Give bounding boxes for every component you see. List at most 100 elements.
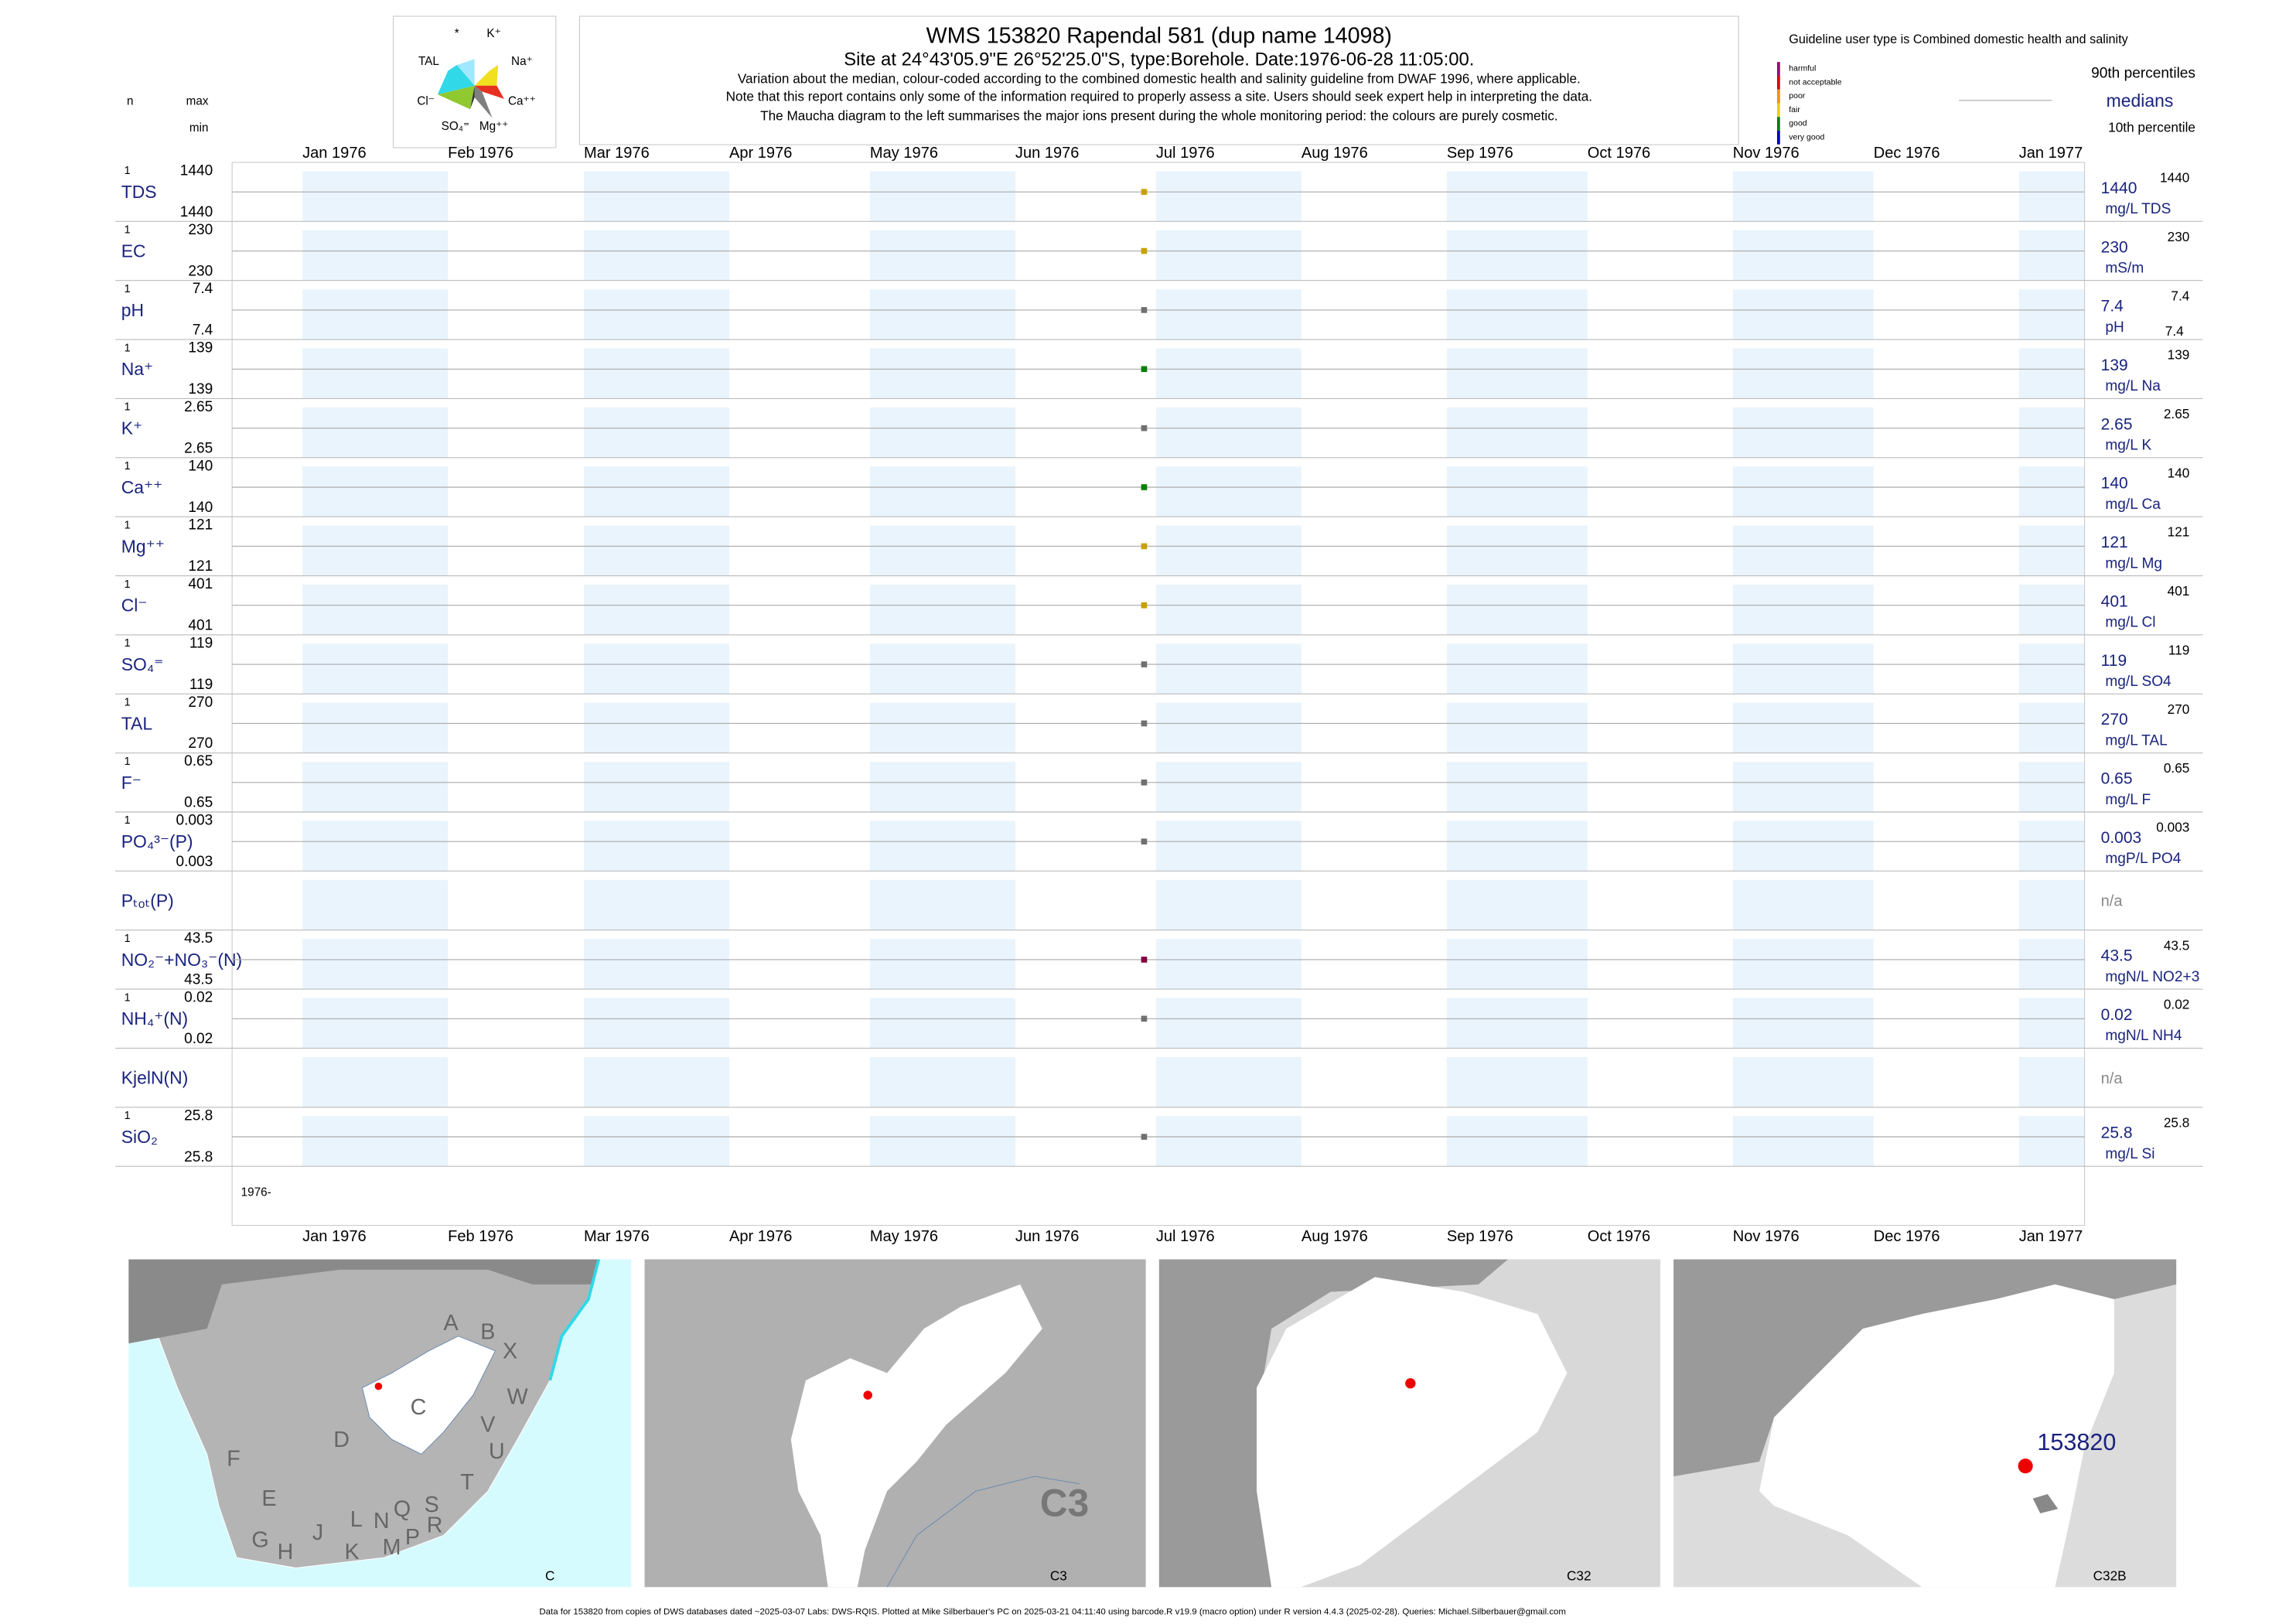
max-value: 119	[189, 635, 213, 651]
sample-point	[1141, 602, 1148, 609]
median-value: 119	[2101, 652, 2127, 670]
sample-point	[1141, 957, 1148, 963]
max-header: max	[186, 95, 209, 108]
month-band	[2018, 407, 2085, 458]
unit: mg/L SO4	[2105, 674, 2171, 690]
month-band	[1732, 525, 1874, 576]
note: Note that this report contains only some…	[726, 89, 1592, 104]
sample-point	[1141, 307, 1148, 313]
median-value: 0.65	[2101, 770, 2133, 788]
n-count: 1	[125, 991, 131, 1004]
subtitle: Site at 24°43'05.9"E 26°52'25.0"S, type:…	[844, 49, 1474, 70]
month-band	[583, 585, 729, 635]
month-band	[302, 879, 449, 930]
guideline-color	[1776, 89, 1780, 104]
month-band	[869, 643, 1015, 694]
region-label: A	[444, 1311, 459, 1336]
month-band	[2018, 230, 2085, 281]
month-band	[302, 525, 449, 576]
map-region: C3	[1040, 1481, 1090, 1524]
min-value: 121	[188, 558, 213, 575]
site-dot	[1405, 1378, 1416, 1389]
max-value: 1440	[180, 163, 213, 179]
row-label: Cl⁻	[121, 595, 148, 616]
row-label: SiO₂	[121, 1127, 158, 1147]
month-band	[1155, 1056, 1302, 1107]
guideline-color	[1776, 62, 1780, 76]
x-tick-label: Dec 1976	[1874, 145, 1940, 162]
x-tick-label: Jul 1976	[1156, 145, 1215, 162]
unit: mgP/L PO4	[2105, 851, 2181, 867]
month-band	[2018, 762, 2085, 812]
guideline-color	[1776, 103, 1780, 118]
x-tick-label: Nov 1976	[1733, 145, 1800, 162]
not-available: n/a	[2101, 1070, 2124, 1087]
month-band	[1155, 939, 1302, 990]
min-value: 1440	[180, 204, 213, 220]
month-band	[869, 407, 1015, 458]
month-band	[869, 466, 1015, 517]
max-value: 270	[188, 694, 213, 711]
unit: mg/L Si	[2105, 1146, 2154, 1162]
n-count: 1	[125, 578, 131, 591]
median-value: 121	[2101, 534, 2128, 551]
month-band	[1155, 525, 1302, 576]
n-count: 1	[125, 756, 131, 768]
row-label: Ca⁺⁺	[121, 477, 163, 497]
n-count: 1	[125, 933, 131, 945]
x-tick-label: Jan 1976	[302, 145, 367, 162]
x-tick-label: Feb 1976	[448, 1228, 513, 1245]
region-label: Q	[394, 1497, 411, 1522]
x-tick-label: Jan 1976	[302, 1228, 367, 1245]
min-header: min	[189, 121, 209, 135]
max-value: 140	[188, 458, 213, 474]
min-value: 139	[188, 381, 213, 397]
month-band	[302, 289, 449, 340]
month-band	[1732, 585, 1874, 635]
x-tick-label: Dec 1976	[1874, 1228, 1940, 1245]
month-band	[583, 643, 729, 694]
month-band	[302, 939, 449, 990]
month-band	[302, 466, 449, 517]
month-band	[1732, 879, 1874, 930]
region-label: S	[425, 1493, 439, 1517]
sample-point	[1141, 366, 1148, 373]
row-label: K⁺	[121, 418, 142, 438]
max-value: 25.8	[184, 1107, 213, 1124]
month-band	[1446, 939, 1588, 990]
month-band	[2018, 348, 2085, 399]
region-label: C	[411, 1395, 427, 1420]
month-band	[1446, 702, 1588, 753]
month-band	[1155, 998, 1302, 1049]
month-band	[1732, 348, 1874, 399]
month-band	[1155, 821, 1302, 872]
month-band	[1155, 1116, 1302, 1167]
x-tick-label: Jun 1976	[1015, 1228, 1080, 1245]
header-box	[578, 15, 1739, 145]
month-band	[583, 348, 729, 399]
x-tick-label: Apr 1976	[729, 1228, 792, 1245]
month-band	[869, 762, 1015, 812]
map-label: C	[545, 1568, 554, 1583]
guideline-class: poor	[1789, 91, 1806, 101]
month-band	[302, 171, 449, 222]
month-band	[1446, 1056, 1588, 1107]
region-label: F	[227, 1447, 241, 1472]
x-tick-label: Mar 1976	[584, 145, 650, 162]
map-panel	[128, 1258, 632, 1588]
row-label: F⁻	[121, 773, 142, 793]
month-band	[583, 407, 729, 458]
row-label: pH	[121, 300, 144, 320]
unit: mg/L Na	[2105, 378, 2161, 394]
month-band	[302, 1116, 449, 1167]
maucha-label: SO₄⁼	[442, 120, 469, 133]
min-value: 230	[188, 263, 213, 279]
month-band	[1155, 289, 1302, 340]
x-tick-label: Sep 1976	[1447, 1228, 1513, 1245]
sample-point	[1141, 780, 1148, 786]
x-tick-label: Nov 1976	[1733, 1228, 1800, 1245]
row-label: Na⁺	[121, 359, 153, 379]
month-band	[583, 1056, 729, 1107]
maucha-label: Na⁺	[511, 55, 533, 68]
unit: mg/L K	[2105, 438, 2151, 454]
